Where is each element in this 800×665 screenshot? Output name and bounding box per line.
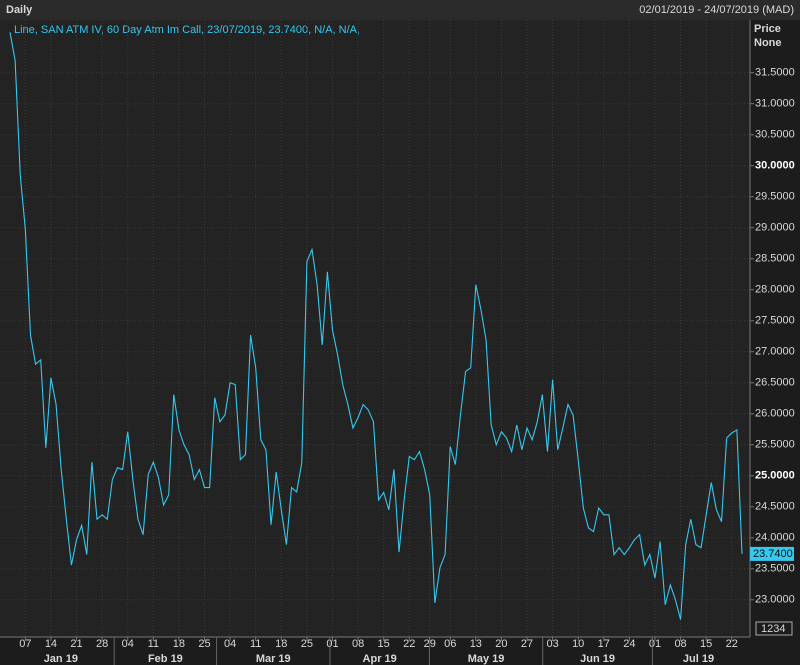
x-tick-label: 25 (301, 638, 313, 650)
legend-entry: Line, SAN ATM IV, 60 Day Atm Im Call, 23… (14, 24, 360, 36)
x-tick-label: 17 (598, 638, 610, 650)
month-label: Feb 19 (148, 653, 183, 665)
x-tick-label: 14 (45, 638, 57, 650)
x-tick-label: 27 (521, 638, 533, 650)
x-tick-label: 22 (726, 638, 738, 650)
chart-title: Daily (6, 4, 33, 16)
x-tick-label: 18 (173, 638, 185, 650)
line (9, 32, 743, 620)
x-tick-label: 06 (444, 638, 456, 650)
y-tick-label: 29.5000 (755, 191, 795, 203)
axis-subtitle: None (754, 37, 782, 49)
x-tick-label: 08 (674, 638, 686, 650)
y-tick-label: 23.0000 (755, 594, 795, 606)
y-tick-label: 27.5000 (755, 315, 795, 327)
x-tick-label: 15 (700, 638, 712, 650)
x-tick-label: 11 (148, 638, 159, 650)
y-tick-label: 26.0000 (755, 408, 795, 420)
month-label: Jun 19 (580, 653, 615, 665)
x-tick-label: 04 (122, 638, 134, 650)
y-tick-label: 30.0000 (755, 160, 795, 172)
y-tick-label: 24.5000 (755, 501, 795, 513)
x-tick-label: 08 (352, 638, 364, 650)
price-flag-label: 23.7400 (753, 548, 793, 560)
scale-button-label[interactable]: 1234 (761, 623, 785, 635)
x-tick-label: 21 (70, 638, 82, 650)
month-label: Jul 19 (683, 653, 714, 665)
x-tick-label: 13 (470, 638, 482, 650)
x-tick-label: 18 (275, 638, 287, 650)
x-tick-label: 20 (495, 638, 507, 650)
y-tick-label: 25.0000 (755, 470, 795, 482)
y-tick-label: 23.5000 (755, 563, 795, 575)
x-tick-label: 15 (378, 638, 390, 650)
month-label: Apr 19 (363, 653, 397, 665)
y-tick-label: 30.5000 (755, 129, 795, 141)
price-flag (750, 546, 794, 561)
x-tick-label: 01 (649, 638, 661, 650)
month-label: Mar 19 (256, 653, 291, 665)
x-tick-label: 04 (224, 638, 236, 650)
y-tick-label: 26.5000 (755, 377, 795, 389)
y-tick-label: 31.0000 (755, 98, 795, 110)
header-bar (0, 0, 800, 20)
x-tick-label: 07 (19, 638, 31, 650)
x-axis-area (0, 637, 800, 665)
x-tick-label: 10 (572, 638, 584, 650)
x-tick-label: 24 (623, 638, 635, 650)
y-tick-label: 25.5000 (755, 439, 795, 451)
y-tick-label: 31.5000 (755, 67, 795, 79)
x-tick-label: 22 (403, 638, 415, 650)
y-tick-label: 28.0000 (755, 284, 795, 296)
axis-area (750, 20, 800, 637)
x-tick-label: 28 (96, 638, 108, 650)
x-tick-label: 25 (198, 638, 210, 650)
scale-button[interactable] (755, 621, 793, 636)
y-tick-label: 27.0000 (755, 346, 795, 358)
x-tick-label: 01 (326, 638, 338, 650)
date-range: 02/01/2019 - 24/07/2019 (MAD) (639, 4, 794, 16)
y-tick-label: 24.0000 (755, 532, 795, 544)
month-label: May 19 (468, 653, 505, 665)
axis-title: Price (754, 23, 781, 35)
plot-area (0, 20, 750, 637)
x-tick-label: 11 (250, 638, 261, 650)
y-tick-label: 29.0000 (755, 222, 795, 234)
y-tick-label: 28.5000 (755, 253, 795, 265)
month-label: Jan 19 (44, 653, 78, 665)
x-tick-label: 03 (546, 638, 558, 650)
